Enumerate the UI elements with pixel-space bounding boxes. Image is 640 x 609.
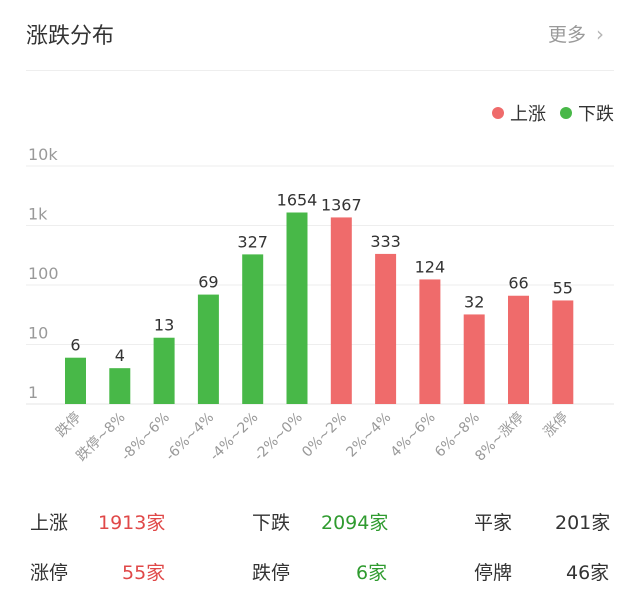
chevron-right-icon: › [596, 21, 604, 46]
bar [197, 294, 219, 404]
stat-down: 下跌 2094家 [252, 508, 388, 535]
data-label: 333 [370, 232, 401, 251]
stat-limit-up: 涨停 55家 [30, 558, 165, 585]
bar [153, 337, 175, 404]
bar [65, 357, 86, 404]
data-label: 6 [70, 336, 80, 355]
x-tick-label: 0%~2% [299, 410, 350, 461]
stat-value: 6家 [356, 562, 388, 584]
x-tick-label: 涨停 [540, 409, 572, 441]
data-label: 13 [154, 316, 174, 335]
legend-down-label: 下跌 [578, 104, 614, 125]
stat-up: 上涨 1913家 [30, 508, 165, 535]
data-label: 1367 [321, 195, 362, 214]
stat-label: 跌停 [252, 562, 291, 584]
bar [242, 254, 264, 404]
y-tick-label: 1 [28, 383, 38, 402]
distribution-bar-chart: 1101001k10k6跌停4跌停~8%13-8%~6%69-6%~4%327-… [26, 145, 614, 465]
down-dot-icon [560, 107, 572, 119]
x-tick-label: 跌停 [53, 409, 85, 441]
data-label: 66 [508, 274, 528, 293]
stat-label: 平家 [474, 512, 513, 534]
x-tick-label: 8%~涨停 [472, 409, 528, 465]
legend: 上涨 下跌 [492, 100, 614, 126]
up-dot-icon [492, 107, 504, 119]
x-tick-label: 跌停~8% [73, 409, 129, 465]
more-label: 更多 [547, 24, 586, 46]
stat-label: 停牌 [474, 562, 513, 584]
bar [463, 314, 485, 404]
y-tick-label: 10k [28, 145, 58, 164]
more-link[interactable]: 更多 › [548, 20, 604, 47]
card-header: 涨跌分布 更多 › [26, 0, 614, 71]
stat-label: 上涨 [30, 512, 69, 534]
x-tick-label: -2%~0% [251, 410, 306, 465]
stats-row-1: 上涨 1913家 下跌 2094家 平家 201家 [30, 508, 615, 558]
data-label: 69 [198, 273, 218, 292]
data-label: 124 [415, 257, 446, 276]
data-label: 32 [464, 292, 484, 311]
data-label: 4 [115, 346, 125, 365]
bar [330, 217, 352, 404]
x-tick-label: 4%~6% [388, 410, 439, 461]
stat-value: 201家 [555, 512, 611, 534]
stat-value: 46家 [566, 562, 610, 584]
bar [109, 368, 131, 404]
stats-row-2: 涨停 55家 跌停 6家 停牌 46家 [30, 558, 615, 608]
stat-label: 涨停 [30, 562, 69, 584]
legend-item-down: 下跌 [560, 100, 614, 126]
data-label: 1654 [277, 190, 318, 209]
bar [508, 295, 529, 404]
y-tick-label: 10 [28, 324, 48, 343]
stat-value: 55家 [122, 562, 166, 584]
x-tick-label: 2%~4% [343, 410, 394, 461]
page-title: 涨跌分布 [26, 24, 115, 49]
y-tick-label: 1k [28, 205, 48, 224]
y-tick-label: 100 [28, 264, 59, 283]
bar [552, 300, 574, 404]
stat-label: 下跌 [252, 512, 291, 534]
legend-up-label: 上涨 [510, 104, 546, 125]
data-label: 327 [237, 232, 268, 251]
stats-summary: 上涨 1913家 下跌 2094家 平家 201家 涨停 55家 跌停 6家 停 [30, 508, 615, 608]
bar [419, 279, 441, 404]
stat-flat: 平家 201家 [474, 508, 610, 535]
legend-item-up: 上涨 [492, 100, 546, 126]
bar [286, 212, 308, 404]
stat-value: 1913家 [98, 512, 166, 534]
stat-suspended: 停牌 46家 [474, 558, 609, 585]
bar [375, 253, 397, 404]
stat-value: 2094家 [321, 512, 389, 534]
data-label: 55 [553, 278, 573, 297]
stat-limit-down: 跌停 6家 [252, 558, 387, 585]
